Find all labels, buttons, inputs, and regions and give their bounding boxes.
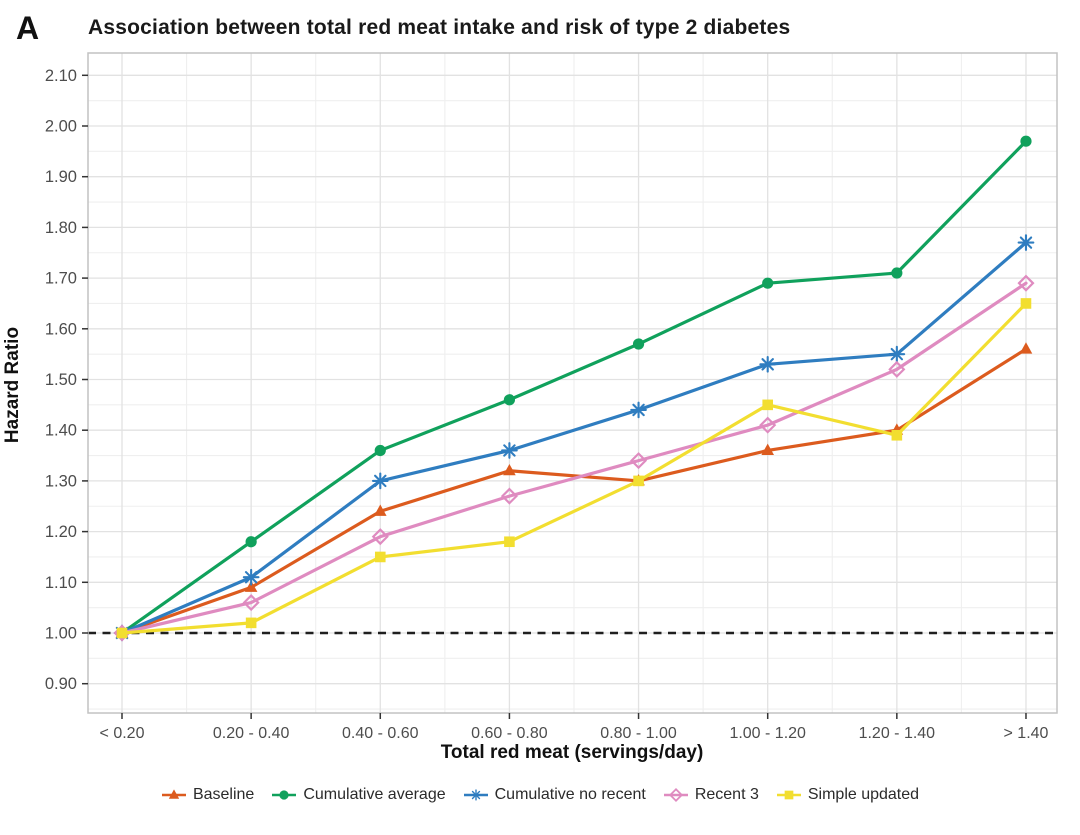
x-tick-label: > 1.40 — [1004, 725, 1049, 742]
panel-border — [87, 52, 1058, 714]
y-tick-label: 1.30 — [45, 472, 77, 490]
cumulative-no-recent-marker-icon — [463, 789, 488, 801]
gridlines-major — [88, 53, 1057, 713]
y-tick-label: 1.90 — [45, 168, 77, 186]
y-axis-title: Hazard Ratio — [2, 326, 23, 444]
gridlines-minor — [88, 53, 1057, 713]
y-axis-ticks: 0.90 1.00 1.10 1.20 1.30 1.40 1.50 1.60 1.70 1.80… — [45, 67, 88, 693]
recent-3-marker-icon — [663, 787, 688, 803]
legend-item-baseline[interactable]: Baseline — [161, 785, 254, 805]
legend-item-cumulative-average[interactable]: Cumulative average — [271, 785, 446, 805]
y-tick-label: 1.50 — [45, 371, 77, 389]
legend-label: Recent 3 — [694, 786, 759, 803]
y-tick-label: 1.60 — [45, 320, 77, 338]
legend: Baseline Cumulative average Cumulative no … — [0, 778, 1080, 812]
y-tick-label: 1.10 — [45, 574, 77, 592]
series-markers-simple-updated — [116, 298, 1032, 639]
y-tick-label: 1.00 — [45, 625, 77, 643]
x-tick-label: 0.60 - 0.80 — [471, 725, 548, 742]
legend-label: Cumulative no recent — [494, 786, 646, 803]
y-tick-label: 0.90 — [45, 675, 77, 693]
x-tick-label: < 0.20 — [100, 725, 145, 742]
legend-label: Baseline — [192, 786, 255, 803]
y-tick-label: 1.20 — [45, 523, 77, 541]
y-tick-label: 1.70 — [45, 270, 77, 288]
chart-title: Association between total red meat intak… — [88, 16, 791, 39]
x-tick-label: 0.40 - 0.60 — [342, 725, 419, 742]
x-tick-label: 0.20 - 0.40 — [213, 725, 290, 742]
y-tick-label: 1.80 — [45, 219, 77, 237]
x-axis-ticks: < 0.20 0.20 - 0.40 0.40 - 0.60 0.60 - 0.80 0… — [100, 713, 1049, 742]
x-axis-title: Total red meat (servings/day) — [440, 742, 704, 763]
y-tick-label: 2.00 — [45, 118, 77, 136]
y-tick-label: 1.40 — [45, 422, 77, 440]
legend-label: Simple updated — [807, 786, 920, 803]
x-tick-label: 0.80 - 1.00 — [600, 725, 677, 742]
baseline-marker-icon — [161, 789, 186, 799]
legend-label: Cumulative average — [303, 786, 446, 803]
x-tick-label: 1.20 - 1.40 — [859, 725, 936, 742]
legend-item-recent-3[interactable]: Recent 3 — [663, 785, 759, 805]
x-tick-label: 1.00 - 1.20 — [729, 725, 806, 742]
panel-letter: A — [16, 10, 40, 46]
series-simple-updated — [116, 298, 1032, 639]
y-tick-label: 2.10 — [45, 67, 77, 85]
legend-item-simple-updated[interactable]: Simple updated — [776, 785, 919, 805]
cumulative-average-marker-icon — [272, 790, 297, 800]
simple-updated-marker-icon — [776, 790, 801, 800]
legend-item-cumulative-no-recent[interactable]: Cumulative no recent — [463, 785, 646, 805]
